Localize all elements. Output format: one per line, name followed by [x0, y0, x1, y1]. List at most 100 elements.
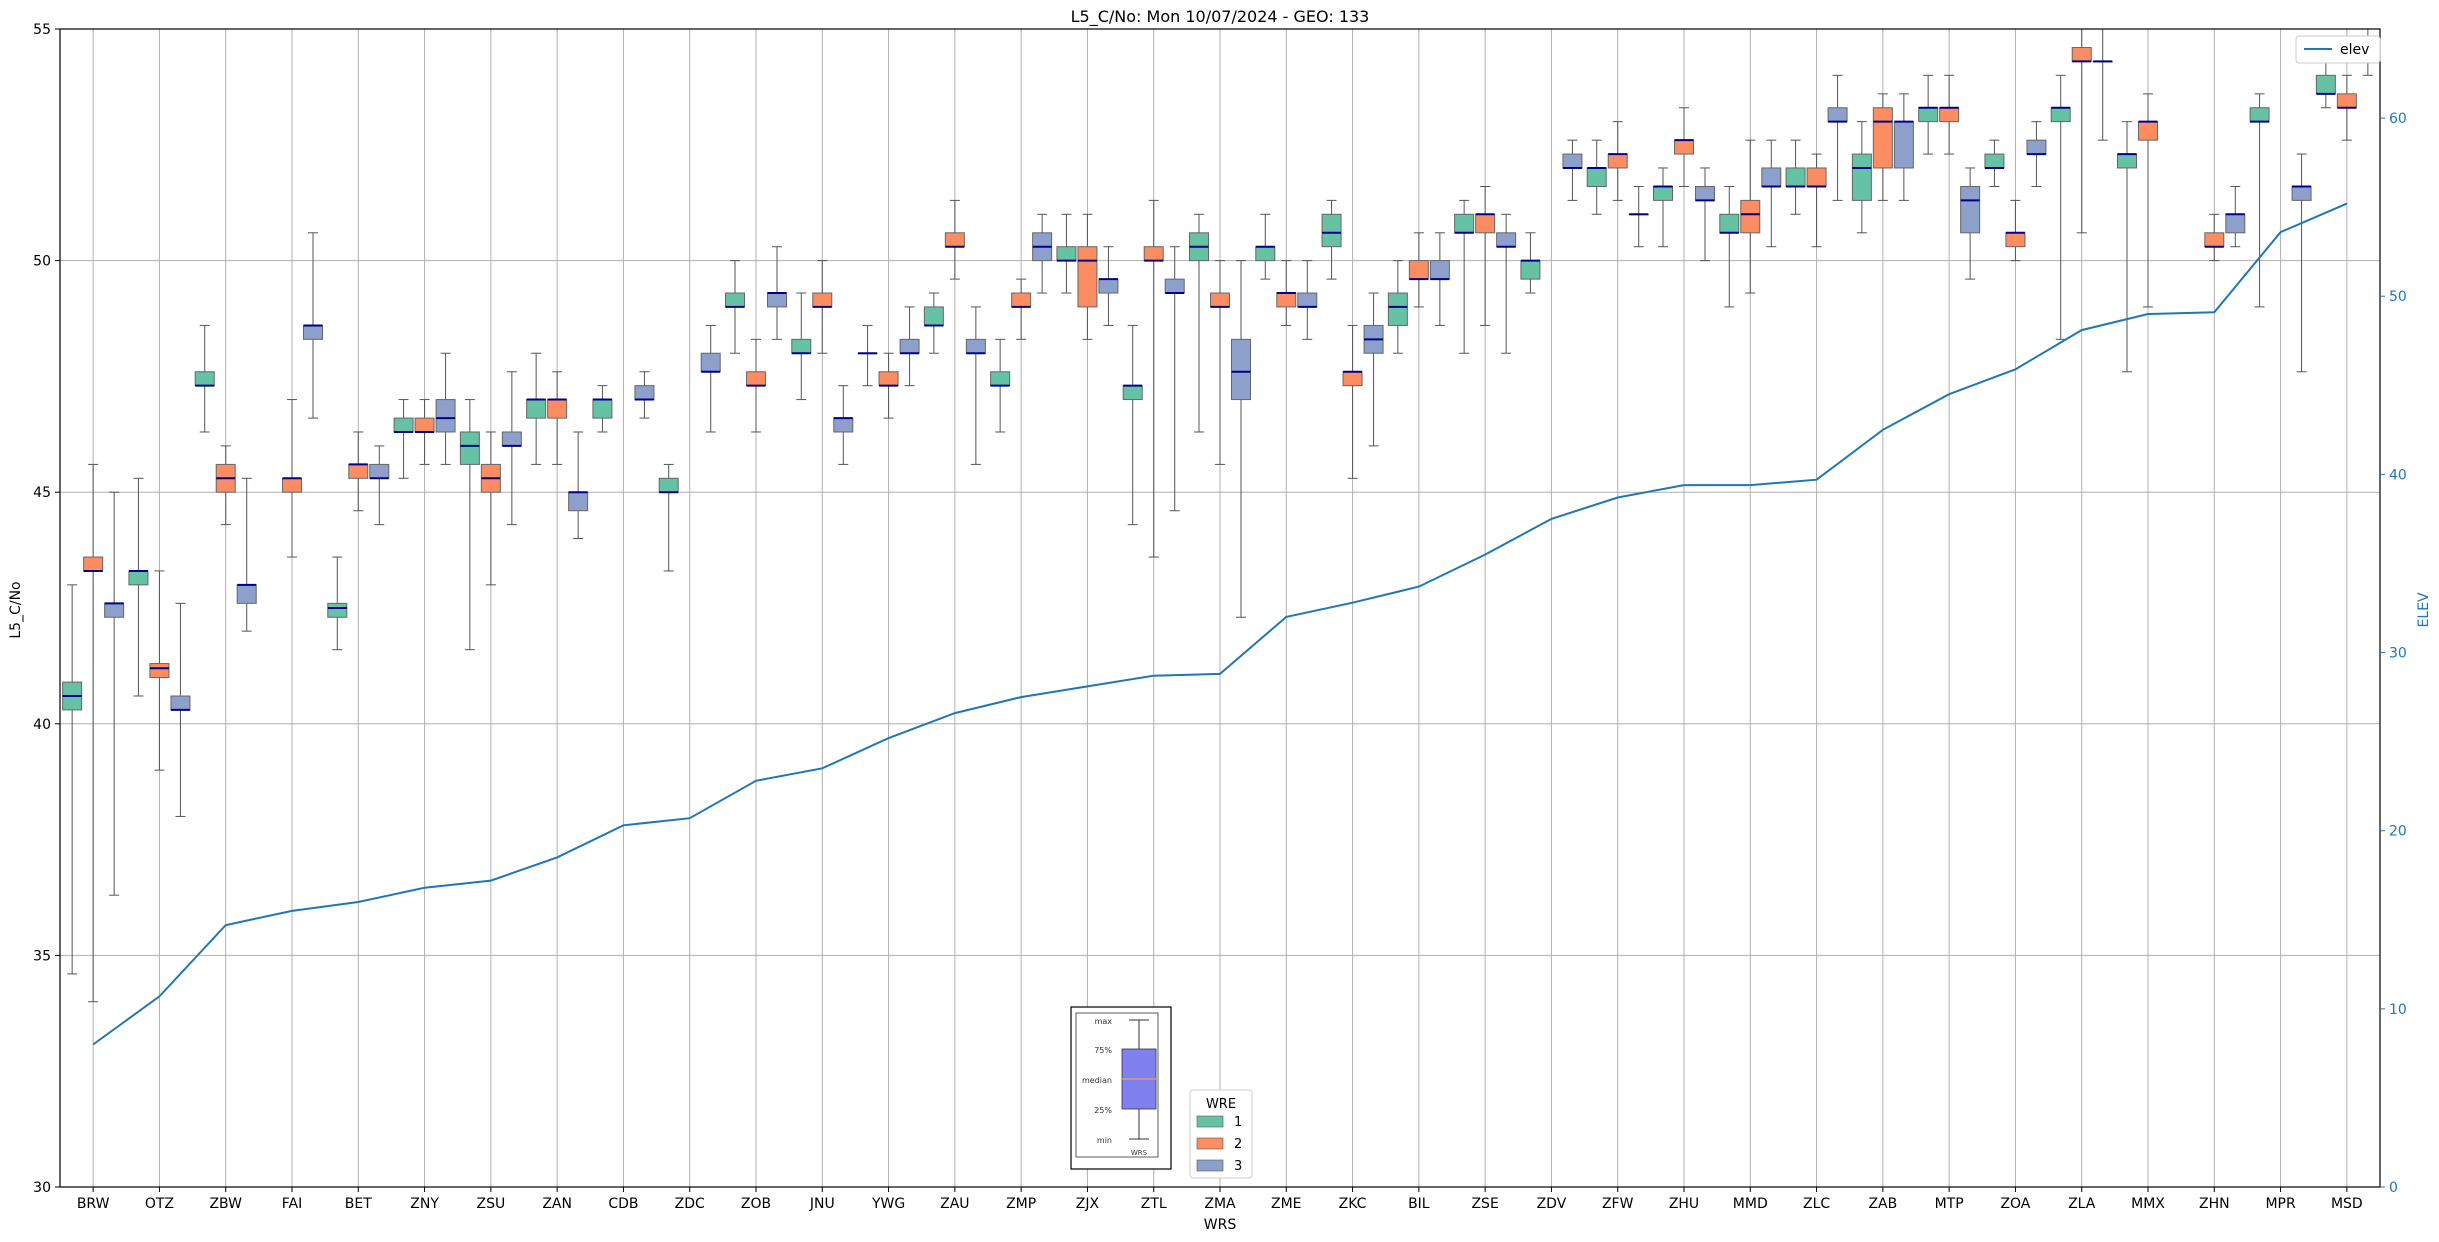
box-wre1-zdv [1520, 232, 1541, 294]
box-body [414, 417, 435, 433]
box-body [746, 371, 766, 387]
y-tick-label: 50 [33, 254, 51, 270]
box-body [700, 352, 721, 373]
box-wre1-zan [526, 352, 547, 465]
box-wre1-bil [1387, 260, 1408, 354]
x-tick-label: ZDC [675, 1196, 705, 1212]
box-wre3-fai [303, 232, 323, 419]
grid-lines [60, 28, 2380, 1188]
x-tick-label: FAI [282, 1196, 302, 1212]
inset-label-min: min [1097, 1136, 1112, 1145]
box-wre1-zfw [1586, 139, 1607, 215]
elev-legend-frame [2295, 35, 2381, 64]
inset-label-q3: 75% [1094, 1046, 1112, 1055]
box-wre3-ztl [1164, 246, 1185, 512]
box-wre1-mmx [2117, 121, 2137, 373]
box-body [1761, 167, 1782, 187]
box-wre1-zau [923, 292, 944, 354]
box-body [658, 477, 679, 493]
box-body [1321, 213, 1342, 248]
wre-legend-title: WRE [1206, 1097, 1236, 1112]
x-tick-label: BIL [1408, 1196, 1430, 1212]
box-wre3-zhu [1695, 167, 1715, 262]
x-tick-label: MTP [1935, 1196, 1964, 1212]
box-body [1496, 232, 1517, 248]
x-tick-label: MPR [2265, 1196, 2296, 1212]
box-wre3-cdb [634, 371, 655, 419]
box-wre1-mmd [1719, 185, 1740, 308]
x-tick-label: ZAB [1868, 1196, 1897, 1212]
box-body [725, 292, 745, 308]
box-wre1-zbw [194, 324, 215, 433]
box-wre3-zoa [2026, 121, 2047, 187]
box-body [1475, 213, 1496, 234]
x-tick-label: OTZ [145, 1196, 174, 1212]
box-wre3-zny [435, 352, 456, 465]
box-wre3-brw [104, 491, 125, 896]
box-body [878, 371, 899, 387]
box-layer [62, 28, 2378, 1003]
box-body [2249, 107, 2270, 123]
box-body [1454, 213, 1475, 234]
wre-legend-label-1: 1 [1234, 1115, 1242, 1130]
elev-line-layer [92, 202, 2348, 1046]
box-body [1342, 371, 1363, 387]
box-body [1143, 246, 1164, 262]
box-body [1562, 153, 1583, 169]
box-body [1586, 167, 1607, 187]
box-body [1674, 139, 1694, 155]
box-wre2-mtp [1939, 74, 1960, 155]
box-wre3-zme [1297, 260, 1318, 340]
box-wre1-zhu [1653, 167, 1673, 248]
box-body [149, 663, 170, 678]
box-body [1827, 107, 1848, 123]
box-wre1-mtp [1918, 74, 1939, 155]
x-tick-label: CDB [608, 1196, 638, 1212]
box-body [1297, 292, 1318, 308]
box-body [2071, 47, 2092, 62]
x-tick-label: MMD [1733, 1196, 1768, 1212]
box-wre1-msd [2315, 60, 2336, 109]
box-body [435, 399, 456, 433]
box-body [104, 602, 125, 618]
x-axis-label: WRS [1204, 1217, 1237, 1233]
box-wre2-zla [2071, 28, 2092, 234]
x-tick-label: ZDV [1537, 1196, 1567, 1212]
x-tick-label: ZME [1271, 1196, 1302, 1212]
box-wre1-zkc [1321, 199, 1342, 280]
box-wre3-zmp [1032, 213, 1053, 294]
box-wre1-zoa [1984, 139, 2005, 187]
inset-label-q1: 25% [1094, 1106, 1112, 1115]
box-body [1695, 185, 1715, 201]
wre-legend-swatch-1 [1196, 1115, 1224, 1128]
box-wre1-mpr [2249, 93, 2270, 308]
box-wre1-ztl [1122, 324, 1143, 526]
box-body [923, 306, 944, 326]
wre-legend: WRE 1 2 3 [1189, 1089, 1253, 1179]
y-tick-label: 30 [33, 1180, 51, 1196]
y-tick-label: 55 [33, 22, 51, 38]
box-wre3-mmd [1761, 139, 1782, 248]
y-tick-label: 40 [33, 717, 51, 733]
box-wre2-zhn [2204, 213, 2225, 262]
box-body [2291, 185, 2312, 201]
box-body [2005, 232, 2026, 248]
elev-legend-label: elev [2340, 42, 2369, 58]
box-wre2-zme [1276, 260, 1297, 326]
box-wre1-otz [128, 477, 149, 697]
box-wre3-zdc [700, 324, 721, 433]
box-body [83, 556, 104, 572]
y2-axis-label: ELEV [2416, 592, 2432, 627]
box-wre3-zla [2092, 28, 2113, 141]
box-wre3-zau [965, 306, 986, 465]
box-body [327, 602, 348, 618]
x-tick-label: ZNY [410, 1196, 439, 1212]
box-body [2204, 232, 2225, 248]
box-wre2-zsu [480, 431, 501, 586]
box-wre3-zob [767, 246, 787, 340]
box-wre2-zjx [1077, 213, 1098, 340]
box-wre2-zma [1210, 260, 1230, 465]
box-wre2-ztl [1143, 199, 1164, 558]
box-body [303, 324, 323, 340]
box-body [990, 371, 1011, 387]
